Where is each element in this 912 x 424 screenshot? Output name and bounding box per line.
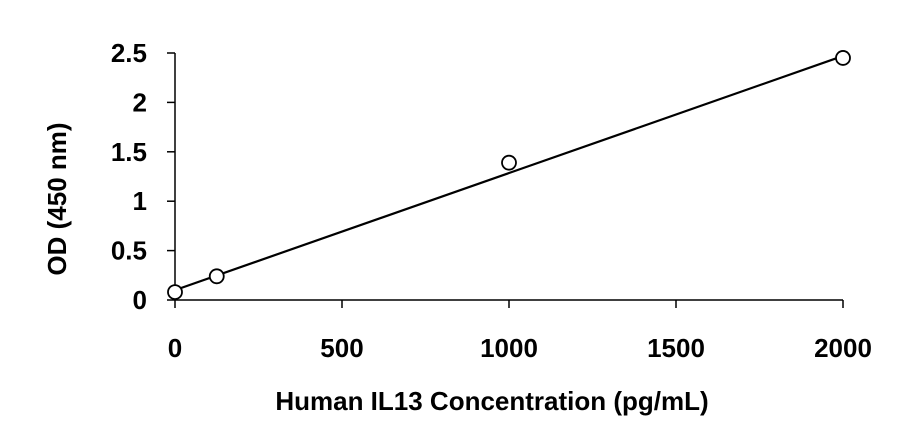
x-tick-label: 0 [168, 333, 182, 363]
plot-area: 0 0.5 1 1.5 2 2.5 0 500 1000 1500 2000 [111, 38, 872, 363]
y-tick-label: 2 [133, 87, 147, 117]
x-tick-label: 1500 [647, 333, 705, 363]
y-tick-label: 0 [133, 285, 147, 315]
y-tick-label: 2.5 [111, 38, 147, 68]
data-point [167, 284, 183, 300]
y-tick-label: 1 [133, 186, 147, 216]
data-point [501, 154, 517, 171]
trendline [174, 54, 844, 292]
data-point [208, 268, 225, 285]
y-tick-label: 0.5 [111, 236, 147, 266]
x-tick-label: 500 [320, 333, 363, 363]
y-axis-title: OD (450 nm) [42, 122, 72, 275]
data-point [835, 50, 851, 66]
x-axis-title: Human IL13 Concentration (pg/mL) [275, 386, 708, 416]
x-tick-label: 2000 [814, 333, 872, 363]
x-tick-label: 1000 [480, 333, 538, 363]
y-tick-label: 1.5 [111, 137, 147, 167]
